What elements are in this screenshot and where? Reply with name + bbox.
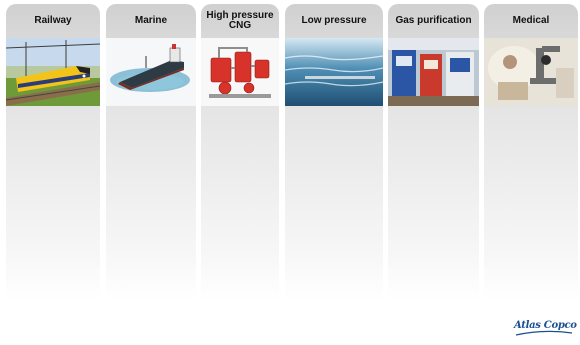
logo-text: Atlas Copco [514,320,577,331]
ship-photo-icon [106,38,196,106]
segment-marine-title: Marine [134,14,168,26]
atlas-copco-logo: Atlas Copco [514,317,577,339]
segment-gas-purification[interactable]: Gas purification [388,4,479,300]
compressor-photo-icon [201,38,279,106]
gas-station-photo-icon [388,38,479,106]
segment-high-pressure-cng-title: High pressure CNG [206,9,274,31]
segment-low-pressure[interactable]: Low pressure [285,4,383,300]
train-photo-icon [6,38,100,106]
segment-railway[interactable]: Railway [6,4,100,300]
segment-railway-title: Railway [34,14,72,26]
lab-microscope-photo-icon [484,38,578,106]
segment-high-pressure-cng[interactable]: High pressure CNG [201,4,279,300]
segment-gas-purification-title: Gas purification [395,14,472,26]
segment-medical-title: Medical [512,14,550,26]
water-photo-icon [285,38,383,106]
segment-medical[interactable]: Medical [484,4,578,300]
segment-low-pressure-title: Low pressure [301,14,367,26]
segment-marine[interactable]: Marine [106,4,196,300]
